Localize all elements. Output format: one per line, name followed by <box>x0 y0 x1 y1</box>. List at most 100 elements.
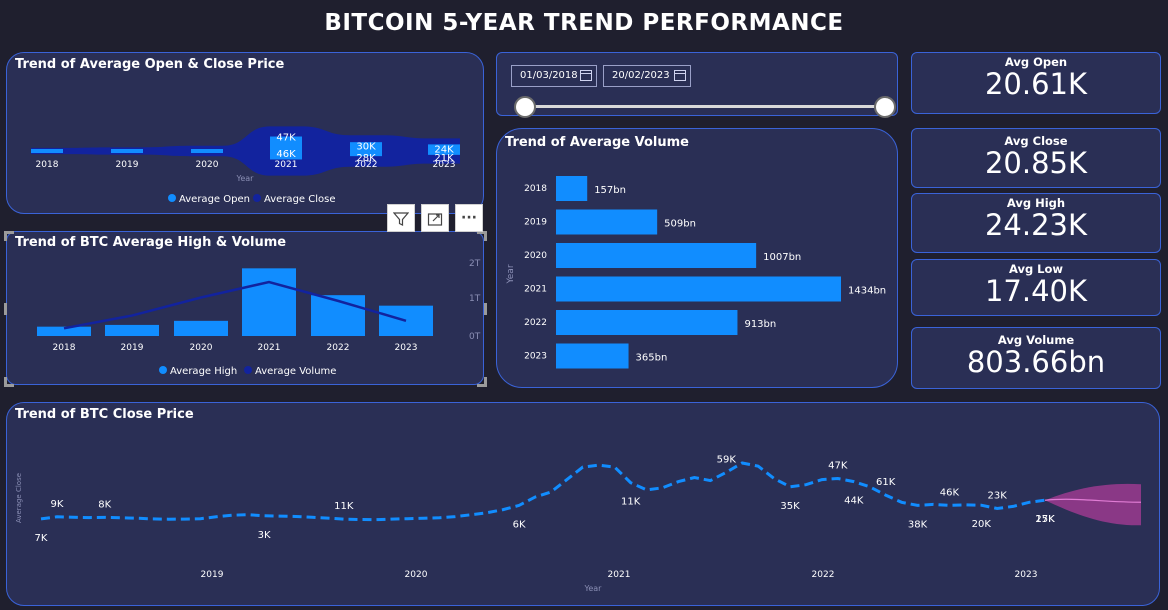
end-date-input[interactable]: 20/02/2023 <box>603 65 691 87</box>
y-tick-label: 2022 <box>524 318 547 328</box>
average-close-data-label: 30K <box>356 141 376 152</box>
x-tick-label: 2019 <box>121 343 144 353</box>
close-price-data-label: 47K <box>828 461 848 472</box>
legend-average-close-label: Average Close <box>264 194 335 205</box>
volume-bar <box>556 176 588 201</box>
selection-handle-bottom-right-v[interactable] <box>484 377 487 387</box>
kpi-avg-high-label: Avg High <box>1006 196 1066 210</box>
legend-average-high-label: Average High <box>170 366 237 377</box>
secondary-axis-tick: 1T <box>469 294 481 304</box>
average-high-bar <box>379 305 433 336</box>
y-tick-label: 2023 <box>524 352 547 362</box>
average-close-ribbon <box>31 126 460 176</box>
x-axis-title: Year <box>236 174 255 183</box>
average-high-bar <box>174 320 228 336</box>
selection-handle-top-right-v[interactable] <box>484 231 487 241</box>
close-price-data-label: 23K <box>988 491 1008 502</box>
legend-average-open-marker <box>168 194 176 202</box>
more-options-button[interactable]: ··· <box>455 204 483 232</box>
close-price-data-label: 6K <box>513 519 526 530</box>
calendar-icon[interactable] <box>674 70 686 81</box>
volume-data-label: 509bn <box>664 219 696 230</box>
start-date-input[interactable]: 01/03/2018 <box>511 65 597 87</box>
volume-chart-panel[interactable]: Trend of Average Volume 2018 157bn 2019 509… <box>496 128 898 388</box>
close-price-data-label: 25K <box>1035 514 1055 525</box>
legend-average-high-marker <box>159 366 167 374</box>
x-tick-label: 2018 <box>36 160 59 170</box>
kpi-avg-open-value: 20.61K <box>984 67 1088 101</box>
volume-bar <box>556 276 841 302</box>
volume-bar <box>556 209 658 235</box>
average-volume-line <box>63 280 407 330</box>
y-tick-label: 2019 <box>524 218 547 228</box>
average-open-data-label: 46K <box>276 149 296 160</box>
kpi-avg-volume-value: 803.66bn <box>966 345 1106 379</box>
date-range-slider-start-handle[interactable] <box>514 96 536 118</box>
legend-average-volume-label: Average Volume <box>255 366 336 377</box>
close-price-chart: 7K 9K 8K 3K 11K 6K 11K 59K 35K 47K 44K 61K 38K 46K 20K… <box>15 454 1142 593</box>
selection-handle-right-mid[interactable] <box>484 303 487 315</box>
filter-icon <box>392 212 410 226</box>
date-range-slider-track[interactable] <box>525 105 887 108</box>
average-open-bar <box>270 136 302 160</box>
selection-handle-top-right[interactable] <box>477 231 487 234</box>
dashboard-title: BITCOIN 5-YEAR TREND PERFORMANCE <box>324 10 844 36</box>
kpi-avg-open-label: Avg Open <box>1004 55 1068 69</box>
focus-mode-button[interactable] <box>421 204 449 232</box>
close-price-chart-panel[interactable]: Trend of BTC Close Price 7K 9K 8K 3K 11K 6K 11… <box>6 402 1160 606</box>
y-tick-label: 2021 <box>524 285 547 295</box>
close-price-data-label: 59K <box>717 454 737 465</box>
average-open-bar <box>191 149 223 153</box>
close-price-data-label: 20K <box>972 519 992 530</box>
average-close-data-label: 24K <box>434 144 454 155</box>
volume-data-label: 1434bn <box>848 286 886 297</box>
close-price-data-label: 9K <box>50 499 63 510</box>
selection-handle-bottom-right[interactable] <box>477 384 487 387</box>
x-tick-label: 2019 <box>116 160 139 170</box>
kpi-avg-high-card: Avg High 24.23K <box>911 193 1161 253</box>
high-volume-chart-panel[interactable]: Trend of BTC Average High & Volume 2018 2… <box>6 231 484 385</box>
more-options-icon: ··· <box>461 210 477 226</box>
average-open-bar <box>350 142 382 157</box>
volume-chart: 2018 157bn 2019 509bn 2020 1007bn 2021 1434bn 20… <box>506 176 886 369</box>
close-price-data-label: 8K <box>98 499 111 510</box>
average-open-data-label: 21K <box>434 153 454 164</box>
volume-data-label: 913bn <box>744 319 776 330</box>
selection-handle-bottom-left-v[interactable] <box>4 377 7 387</box>
y-tick-label: 2020 <box>524 251 547 261</box>
volume-bar <box>556 310 738 335</box>
calendar-icon[interactable] <box>580 70 592 81</box>
filter-button[interactable] <box>387 204 415 232</box>
forecast-line <box>1044 498 1142 503</box>
average-open-bar <box>428 144 460 155</box>
date-range-slider-end-handle[interactable] <box>874 96 896 118</box>
kpi-avg-low-label: Avg Low <box>1008 262 1064 276</box>
close-price-data-label: 7K <box>35 533 48 544</box>
volume-bar <box>556 243 757 268</box>
x-tick-label: 2021 <box>258 343 281 353</box>
end-date-value: 20/02/2023 <box>612 70 670 81</box>
x-tick-label: 2022 <box>355 160 378 170</box>
average-open-bar <box>111 149 143 153</box>
volume-bar <box>556 343 629 369</box>
volume-data-label: 157bn <box>594 185 626 196</box>
average-open-data-label: 28K <box>356 153 376 164</box>
close-price-data-label: 11K <box>334 501 354 512</box>
selection-handle-top-left[interactable] <box>4 231 14 234</box>
selection-handle-bottom-left[interactable] <box>4 384 14 387</box>
y-tick-label: 2018 <box>524 184 547 194</box>
x-tick-label: 2020 <box>190 343 213 353</box>
selection-handle-left-mid[interactable] <box>4 303 7 315</box>
average-open-bar <box>31 149 63 153</box>
open-close-chart: 46K 28K 21K 47K 30K 24K 2018 2019 2020 2021 2022 20… <box>31 126 460 205</box>
selection-handle-top-left-v[interactable] <box>4 231 7 241</box>
kpi-avg-low-card: Avg Low 17.40K <box>911 259 1161 316</box>
open-close-chart-panel[interactable]: Trend of Average Open & Close Price 46K 2… <box>6 52 484 214</box>
x-axis-title: Year <box>584 584 603 593</box>
legend-average-open-label: Average Open <box>179 194 250 205</box>
average-high-bar <box>105 324 159 336</box>
volume-chart-title: Trend of Average Volume <box>505 135 689 150</box>
legend-average-close-marker <box>253 194 261 202</box>
x-tick-label: 2022 <box>327 343 350 353</box>
high-volume-chart-title: Trend of BTC Average High & Volume <box>15 235 287 250</box>
